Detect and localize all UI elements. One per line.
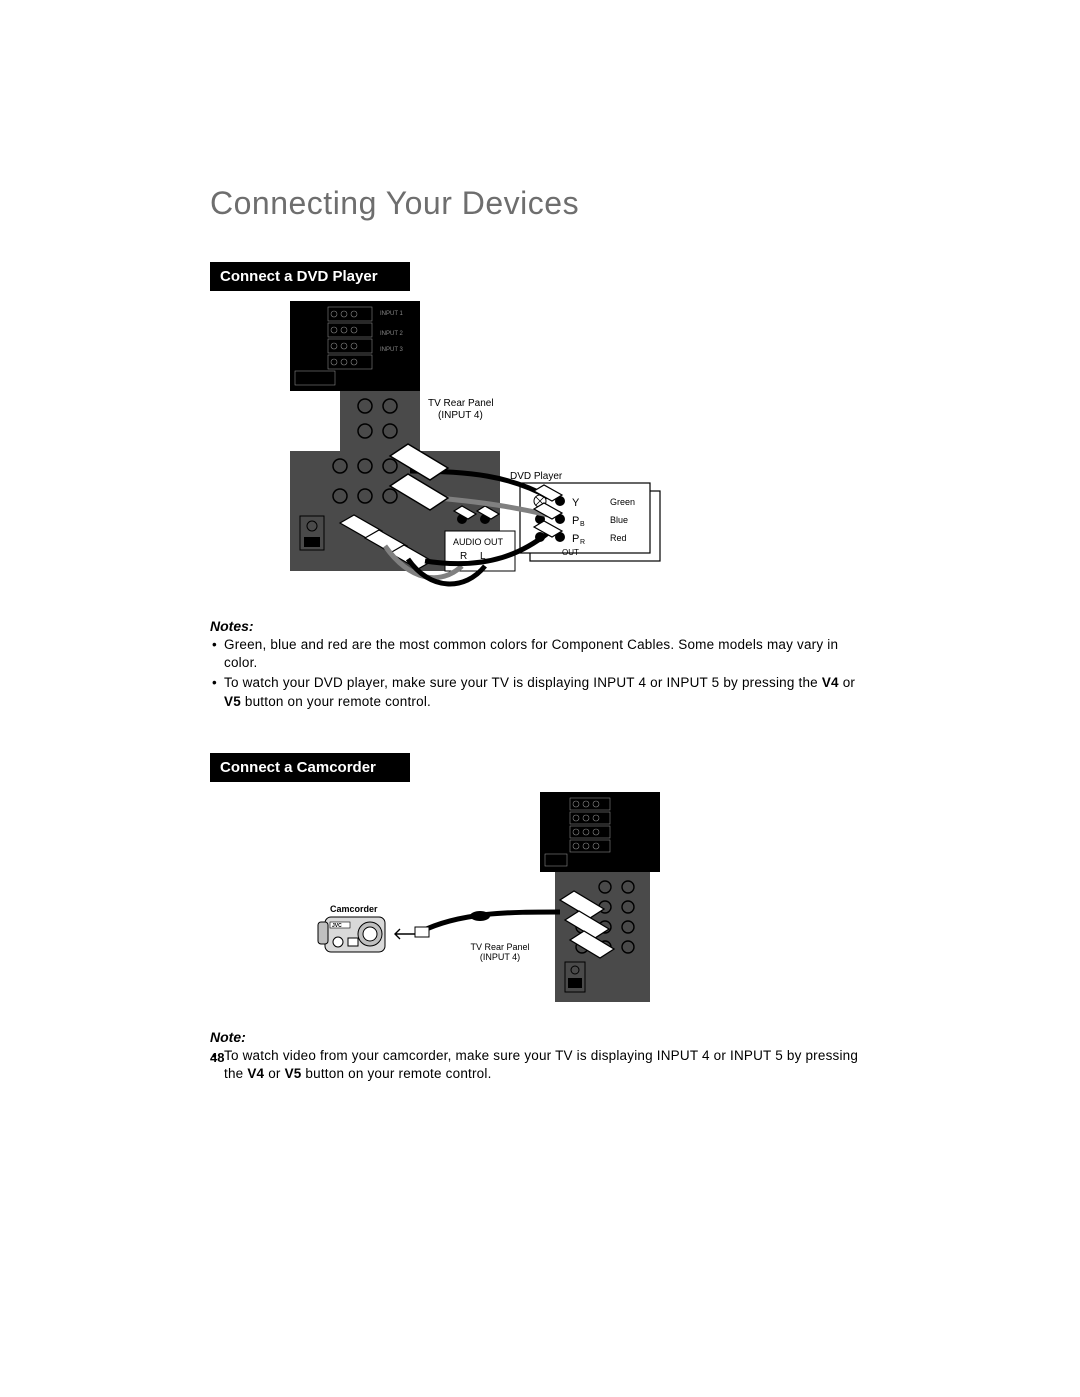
svg-text:INPUT 1: INPUT 1 — [380, 311, 404, 317]
cam-notes-list: To watch video from your camcorder, make… — [210, 1047, 870, 1083]
audio-r: R — [460, 551, 467, 562]
y-label: Y — [572, 497, 580, 509]
dvd-diagram: INPUT 1 INPUT 2 INPUT 3 — [210, 301, 870, 606]
pb-label: P — [572, 515, 579, 527]
svg-text:JVC: JVC — [332, 923, 342, 929]
pb-sub: B — [580, 521, 585, 528]
pr-label: P — [572, 533, 579, 545]
section-header-dvd: Connect a DVD Player — [210, 262, 410, 291]
dvd-notes-list: Green, blue and red are the most common … — [210, 636, 870, 711]
page-number: 48 — [210, 1050, 224, 1065]
blue-label: Blue — [610, 515, 628, 525]
cam-notes-label: Note: — [210, 1029, 870, 1045]
red-label: Red — [610, 533, 627, 543]
dvd-note-2: To watch your DVD player, make sure your… — [210, 674, 870, 710]
svg-text:INPUT 3: INPUT 3 — [380, 347, 404, 353]
dvd-notes-label: Notes: — [210, 618, 870, 634]
dvd-note-1: Green, blue and red are the most common … — [210, 636, 870, 672]
cam-tv-panel-input: (INPUT 4) — [480, 952, 520, 962]
audio-out-label: AUDIO OUT — [453, 537, 504, 547]
tv-panel-label: TV Rear Panel — [428, 398, 494, 409]
svg-text:INPUT 2: INPUT 2 — [380, 331, 404, 337]
pr-sub: R — [580, 539, 585, 546]
camcorder-label: Camcorder — [330, 904, 378, 914]
camcorder-diagram: TV Rear Panel (INPUT 4) Camcorder JVC — [210, 792, 870, 1017]
cam-tv-panel-label: TV Rear Panel — [470, 942, 529, 952]
green-label: Green — [610, 497, 635, 507]
tv-panel-input-label: (INPUT 4) — [438, 410, 483, 421]
cam-note-1: To watch video from your camcorder, make… — [210, 1047, 870, 1083]
dvd-player-label: DVD Player — [510, 471, 563, 482]
section-header-camcorder: Connect a Camcorder — [210, 753, 410, 782]
camcorder-icon: JVC — [318, 917, 385, 952]
page-title: Connecting Your Devices — [210, 185, 870, 222]
out-label: OUT — [562, 548, 579, 557]
page-content: Connecting Your Devices Connect a DVD Pl… — [210, 185, 870, 1085]
